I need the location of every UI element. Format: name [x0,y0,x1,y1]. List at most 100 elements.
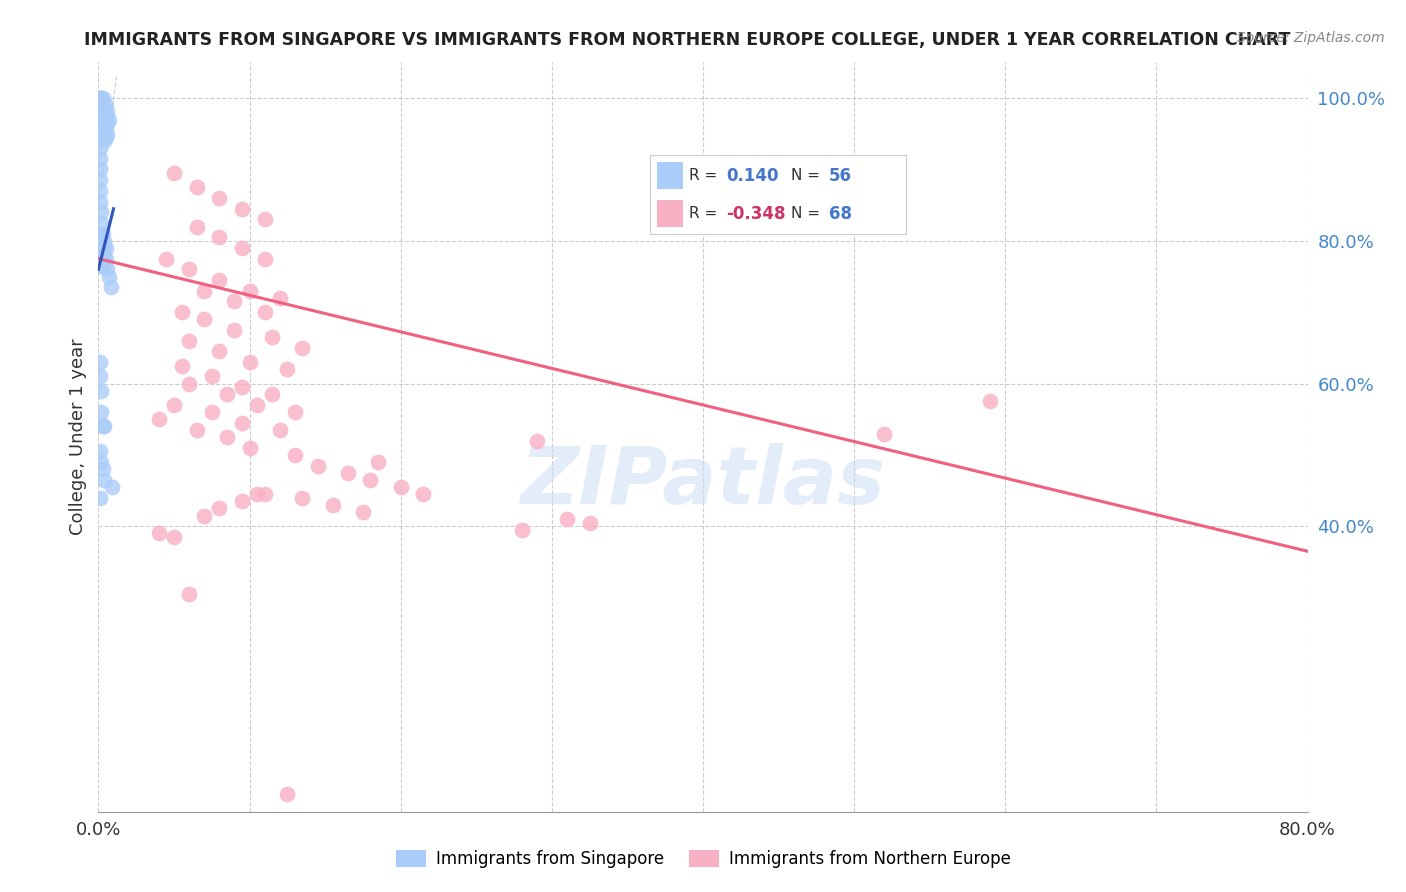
Text: R =: R = [689,206,723,221]
Point [96,116,118,130]
Text: R =: R = [689,169,723,183]
Point [276,787,298,801]
Point [555,512,578,526]
Point [93,255,115,269]
Point [91,227,114,241]
Point [208,344,231,359]
Point [224,294,246,309]
Point [148,412,170,426]
Point [231,494,253,508]
Point [231,202,253,216]
Point [94,241,117,255]
Point [89,173,111,187]
Point [276,362,298,376]
Point [367,455,389,469]
Point [412,487,434,501]
Point [163,166,186,180]
Point [94,109,117,123]
Point [979,394,1001,409]
Point [526,434,548,448]
Point [246,398,269,412]
Point [510,523,533,537]
Point [186,180,208,194]
Point [231,416,253,430]
Text: IMMIGRANTS FROM SINGAPORE VS IMMIGRANTS FROM NORTHERN EUROPE COLLEGE, UNDER 1 YE: IMMIGRANTS FROM SINGAPORE VS IMMIGRANTS … [84,31,1291,49]
Text: N =: N = [790,206,824,221]
Point [90,227,112,241]
Point [89,141,111,155]
Point [93,134,115,148]
Point [89,162,111,177]
Text: ZIPatlas: ZIPatlas [520,443,886,521]
Text: N =: N = [790,169,824,183]
Point [208,230,231,244]
Bar [658,162,683,189]
Point [193,312,215,326]
Point [253,212,276,227]
Point [96,105,118,120]
Text: -0.348: -0.348 [727,204,786,223]
Point [284,405,307,419]
Point [91,98,114,112]
Point [239,355,262,369]
Point [94,98,117,112]
Point [91,237,114,252]
Point [96,262,118,277]
Point [193,508,215,523]
Point [101,480,124,494]
Point [93,123,115,137]
Point [89,491,111,505]
Text: Source: ZipAtlas.com: Source: ZipAtlas.com [1237,31,1385,45]
Point [91,109,114,123]
Point [170,305,193,319]
Point [89,184,111,198]
Point [186,219,208,234]
Text: 56: 56 [830,167,852,185]
Point [93,244,115,259]
Point [91,91,114,105]
Point [246,487,269,501]
Point [179,262,201,277]
Point [100,280,122,294]
Point [90,216,112,230]
Point [163,530,186,544]
Point [93,112,115,127]
Point [262,387,284,401]
Point [269,291,291,305]
Point [239,284,262,298]
Point [91,102,114,116]
Point [94,252,117,266]
Point [208,191,231,205]
Point [179,376,201,391]
Point [91,120,114,134]
Point [90,405,112,419]
Point [98,112,121,127]
Text: 68: 68 [830,204,852,223]
Point [215,387,238,401]
Point [90,91,112,105]
Point [89,444,111,458]
Point [90,259,112,273]
Point [360,473,382,487]
Point [291,341,314,355]
Bar [658,200,683,227]
Point [179,334,201,348]
Point [98,269,121,284]
Point [93,419,115,434]
Point [322,498,344,512]
Point [201,369,224,384]
Point [291,491,314,505]
Y-axis label: College, Under 1 year: College, Under 1 year [69,339,87,535]
Point [208,501,231,516]
Point [90,384,112,398]
Text: 0.140: 0.140 [727,167,779,185]
Point [91,419,114,434]
Point [352,505,374,519]
Point [90,98,112,112]
Point [96,127,118,141]
Point [389,480,412,494]
Point [155,252,177,266]
Point [90,248,112,262]
Point [93,473,115,487]
Point [253,305,276,319]
